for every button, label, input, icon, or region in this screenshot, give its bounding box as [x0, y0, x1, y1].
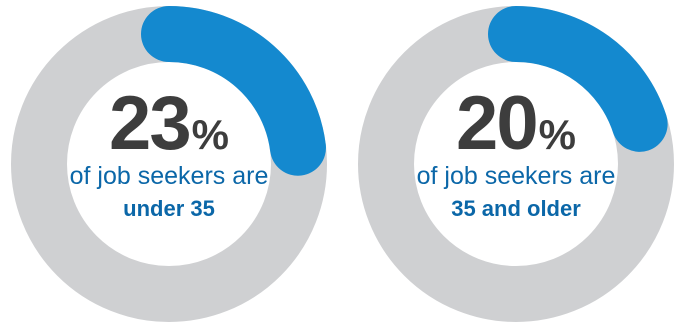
percent-value: 20%	[358, 86, 674, 162]
percent-sign: %	[191, 111, 229, 158]
donut-svg-35-and-older	[358, 6, 674, 322]
percent-number: 23	[109, 81, 192, 166]
caption-line-1: of job seekers are	[416, 162, 616, 190]
percent-value: 23%	[11, 86, 327, 162]
caption-line-2: 35 and older	[451, 196, 581, 221]
donut-highlight-arc	[141, 6, 326, 176]
caption-line-1: of job seekers are	[69, 162, 269, 190]
donut-label: 23% of job seekers are under 35	[11, 6, 327, 322]
caption-line-2: under 35	[123, 196, 215, 221]
donut-chart-under-35: 23% of job seekers are under 35	[11, 6, 327, 322]
percent-number: 20	[456, 81, 539, 166]
donut-label: 20% of job seekers are 35 and older	[358, 6, 674, 322]
donut-chart-35-and-older: 20% of job seekers are 35 and older	[358, 6, 674, 322]
percent-sign: %	[538, 111, 576, 158]
donut-highlight-arc	[488, 6, 668, 152]
donut-svg-under-35	[11, 6, 327, 322]
